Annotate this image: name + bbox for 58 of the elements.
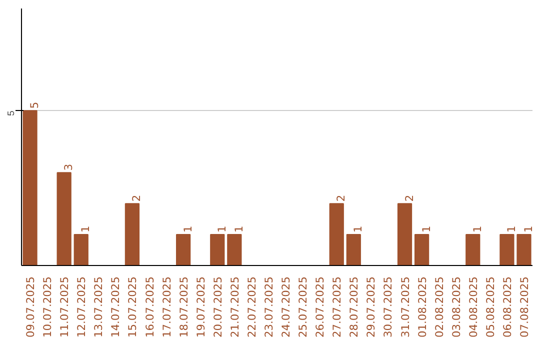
x-tick-label: 22.07.2025 — [245, 276, 258, 338]
data-label: 1 — [232, 226, 246, 233]
bar — [22, 110, 38, 266]
bar — [227, 234, 242, 266]
data-label: 1 — [79, 226, 92, 233]
bar — [466, 234, 480, 266]
data-label: 2 — [402, 194, 416, 202]
x-tick-label: 12.07.2025 — [75, 276, 88, 338]
data-label: 1 — [420, 226, 433, 233]
x-tick-label: 29.07.2025 — [364, 276, 378, 338]
x-tick-label: 14.07.2025 — [109, 276, 122, 338]
x-tick-label: 04.08.2025 — [466, 276, 480, 338]
x-tick-label: 01.08.2025 — [416, 276, 429, 338]
bar — [397, 203, 412, 266]
x-tick-label: 06.08.2025 — [500, 276, 514, 338]
data-label: 1 — [504, 226, 518, 233]
x-tick-label: 05.08.2025 — [484, 276, 497, 338]
data-label: 1 — [181, 226, 194, 233]
data-label: 2 — [334, 194, 348, 202]
data-label: 1 — [215, 226, 228, 233]
bar — [56, 172, 72, 266]
x-tick-label: 10.07.2025 — [41, 276, 54, 338]
x-tick-label: 25.07.2025 — [296, 276, 310, 338]
x-tick-label: 26.07.2025 — [314, 276, 327, 338]
x-tick-label: 11.07.2025 — [58, 276, 72, 338]
bar — [210, 234, 225, 266]
data-label: 1 — [522, 226, 535, 233]
data-label: 1 — [470, 226, 484, 233]
x-tick-label: 02.08.2025 — [432, 276, 446, 338]
bar — [500, 234, 514, 266]
bar — [176, 234, 191, 266]
x-tick-label: 31.07.2025 — [398, 276, 412, 338]
x-tick-label: 20.07.2025 — [211, 276, 224, 338]
x-tick-label: 17.07.2025 — [160, 276, 174, 338]
bar — [516, 234, 532, 266]
x-tick-label: 15.07.2025 — [126, 276, 140, 338]
x-tick-label: 09.07.2025 — [24, 276, 38, 338]
x-tick-label: 24.07.2025 — [280, 276, 293, 338]
x-tick-label: 27.07.2025 — [330, 276, 344, 338]
bar — [329, 203, 344, 266]
x-tick-label: 13.07.2025 — [92, 276, 106, 338]
x-tick-label: 30.07.2025 — [382, 276, 395, 338]
bar — [74, 234, 88, 266]
bar — [414, 234, 430, 266]
x-tick-label: 16.07.2025 — [143, 276, 156, 338]
data-label: 1 — [352, 226, 365, 233]
x-tick-label: 19.07.2025 — [194, 276, 208, 338]
bar — [124, 203, 140, 266]
x-tick-label: 07.08.2025 — [518, 276, 531, 338]
x-tick-label: 18.07.2025 — [177, 276, 190, 338]
x-tick-label: 03.08.2025 — [450, 276, 463, 338]
data-label: 3 — [62, 164, 76, 171]
bar — [346, 234, 361, 266]
x-tick-label: 28.07.2025 — [348, 276, 361, 338]
data-label: 2 — [130, 194, 144, 202]
data-label: 5 — [28, 102, 42, 109]
x-tick-label: 21.07.2025 — [228, 276, 242, 338]
x-tick-label: 23.07.2025 — [262, 276, 276, 338]
